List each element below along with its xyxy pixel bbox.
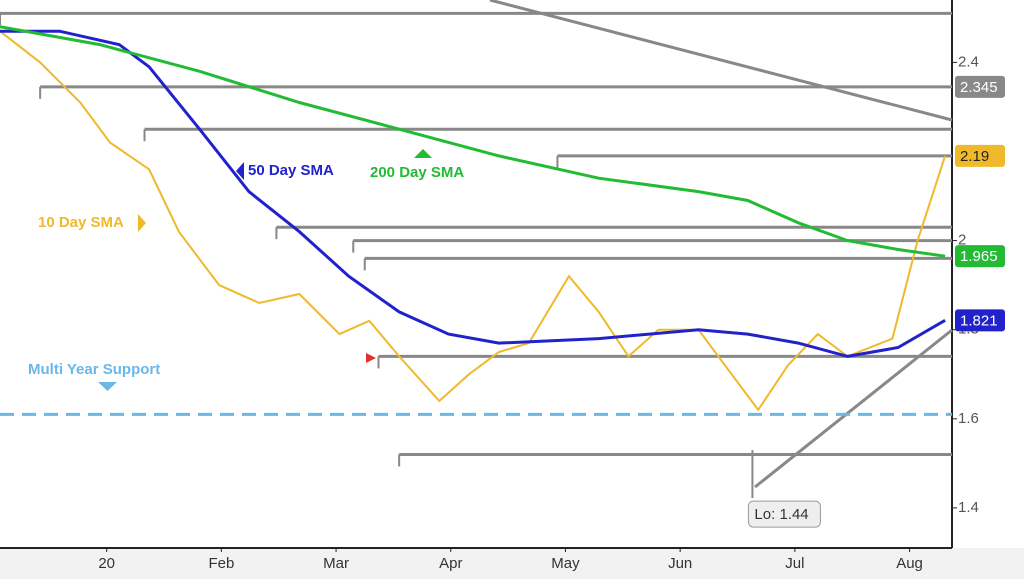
- arrow: [414, 149, 432, 158]
- x-tick-label: Aug: [896, 555, 923, 572]
- y-tick-label: 1.6: [958, 410, 979, 427]
- sma-line: [0, 25, 946, 258]
- x-tick-label: May: [551, 555, 580, 572]
- x-tick-label: Feb: [208, 555, 234, 572]
- arrow: [236, 162, 244, 180]
- arrow: [366, 353, 376, 363]
- x-axis-band: [0, 548, 1024, 579]
- y-tick-label: 2: [958, 232, 966, 249]
- y-tick-label: 1.4: [958, 499, 979, 516]
- sma-line: [0, 30, 947, 412]
- series-label: 200 Day SMA: [370, 164, 464, 181]
- value-label: 1.965: [960, 248, 998, 265]
- value-label-box: [955, 309, 1005, 332]
- series-label: 10 Day SMA: [38, 214, 124, 231]
- value-label-box: [955, 144, 1005, 167]
- value-label: 1.821: [960, 312, 998, 329]
- arrow: [98, 382, 117, 391]
- x-tick-label: Apr: [439, 555, 462, 572]
- low-label: Lo: 1.44: [754, 506, 808, 523]
- series-label: 50 Day SMA: [248, 162, 334, 179]
- x-tick-label: 20: [98, 555, 115, 572]
- low-box: [747, 500, 821, 528]
- support-label: Multi Year Support: [28, 361, 160, 378]
- plot: [0, 11, 952, 467]
- x-tick-label: Jul: [785, 555, 804, 572]
- trend-line: [489, 0, 953, 122]
- y-tick-label: 2.4: [958, 53, 979, 70]
- x-tick-label: Jun: [668, 555, 692, 572]
- sma-line: [0, 29, 946, 358]
- value-label-box: [955, 75, 1005, 98]
- value-label-box: [955, 245, 1005, 268]
- arrow: [138, 214, 146, 232]
- value-label: 2.345: [960, 79, 998, 96]
- value-label: 2.19: [960, 148, 989, 165]
- x-tick-label: Mar: [323, 555, 349, 572]
